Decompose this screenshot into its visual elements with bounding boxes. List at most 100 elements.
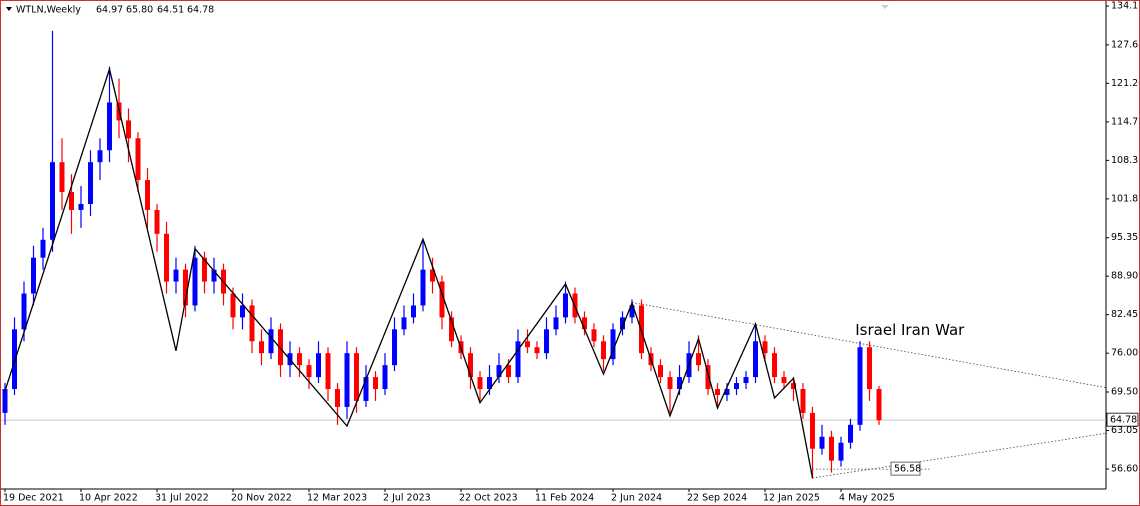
candle-body — [496, 365, 502, 378]
candle-body — [430, 269, 435, 282]
candle-body — [629, 305, 635, 318]
candle-body — [135, 138, 141, 181]
candle-body — [154, 209, 160, 234]
candle-body — [373, 377, 378, 390]
candle-body — [781, 377, 787, 384]
candle-body — [658, 365, 663, 378]
candle-body — [582, 317, 587, 330]
candle-body — [325, 353, 331, 390]
candle-body — [734, 383, 739, 390]
candle-body — [240, 305, 245, 318]
candle-body — [867, 347, 872, 390]
y-tick-label: 56.60 — [1111, 464, 1138, 475]
x-tick-label: 20 Nov 2022 — [231, 493, 292, 504]
y-tick-label: 63.05 — [1111, 425, 1138, 436]
x-tick-label: 10 Apr 2022 — [79, 493, 138, 504]
candle-body — [525, 341, 530, 348]
candle-body — [278, 329, 283, 366]
candle-body — [610, 329, 616, 360]
x-tick-label: 2 Jun 2024 — [611, 493, 662, 504]
low-label-box — [890, 461, 921, 476]
candle-body — [88, 162, 93, 204]
candle-body — [743, 377, 749, 384]
symbol: WTLN,Weekly — [16, 5, 81, 16]
candle-body — [363, 377, 369, 401]
y-tick-label: 88.90 — [1111, 271, 1138, 282]
x-tick-label: 2 Jul 2023 — [383, 493, 431, 504]
candle-body — [620, 317, 625, 330]
y-tick-label: 69.50 — [1111, 386, 1138, 397]
scroll-marker — [881, 5, 889, 9]
candle-body — [145, 180, 150, 210]
y-tick-label: 82.45 — [1111, 309, 1138, 320]
candle-body — [183, 269, 188, 306]
candle-body — [335, 389, 340, 407]
candle-body — [696, 353, 701, 366]
menu-arrow[interactable] — [6, 7, 12, 11]
candle-body — [601, 341, 606, 360]
candle-body — [164, 233, 169, 282]
y-tick-label: 127.65 — [1111, 39, 1139, 50]
candle-body — [249, 305, 255, 342]
candle-body — [354, 353, 359, 401]
last-price-tag — [1106, 412, 1139, 427]
candle-body — [97, 150, 103, 163]
y-tick-label: 101.85 — [1111, 193, 1139, 204]
candle-body — [800, 389, 806, 413]
y-tick-label: 134.15 — [1111, 1, 1139, 12]
candle-body — [762, 341, 768, 354]
x-tick-label: 11 Feb 2024 — [535, 493, 594, 504]
candle-body — [715, 389, 720, 395]
candle-body — [40, 239, 46, 258]
header-value: 64.97 — [96, 5, 123, 16]
candle-body — [819, 436, 825, 449]
candle-body — [306, 365, 312, 378]
candle-body — [126, 120, 131, 139]
candle-body — [202, 257, 207, 282]
candle-body — [382, 365, 388, 390]
x-tick-label: 22 Sep 2024 — [687, 493, 747, 504]
trendline — [812, 432, 1108, 479]
x-tick-label: 12 Mar 2023 — [307, 493, 367, 504]
candle-body — [667, 377, 673, 390]
candle-body — [791, 383, 796, 390]
candle-body — [534, 347, 540, 354]
candle-body — [838, 442, 844, 461]
candle-body — [724, 389, 730, 395]
candle-body — [772, 353, 777, 378]
x-tick-label: 22 Oct 2023 — [459, 493, 518, 504]
candle-body — [753, 341, 758, 378]
low-label: 56.58 — [894, 464, 921, 475]
candle-body — [50, 162, 55, 240]
candle-body — [211, 269, 217, 282]
candle-body — [31, 257, 36, 294]
candle-body — [2, 389, 8, 413]
x-tick-label: 12 Jan 2025 — [763, 493, 820, 504]
zigzag-line — [4, 66, 814, 479]
candle-body — [553, 317, 559, 330]
candle-body — [563, 293, 568, 318]
candle-body — [487, 377, 492, 390]
candle-body — [268, 329, 274, 354]
x-tick-label: 31 Jul 2022 — [155, 493, 209, 504]
candle-body — [173, 269, 179, 282]
candle-body — [439, 281, 445, 318]
header-value: 64.78 — [187, 5, 214, 16]
candle-body — [401, 317, 407, 330]
candle-body — [544, 329, 549, 354]
y-tick-label: 108.30 — [1111, 155, 1139, 166]
last-price-label: 64.78 — [1110, 415, 1137, 426]
candle-body — [515, 341, 521, 378]
candle-body — [344, 353, 350, 407]
candle-body — [468, 353, 473, 378]
candle-body — [392, 329, 397, 366]
x-tick-label: 4 May 2025 — [839, 493, 895, 504]
candle-body — [591, 329, 597, 342]
y-tick-label: 121.20 — [1111, 78, 1139, 89]
candle-body — [259, 341, 264, 354]
candle-body — [297, 353, 302, 366]
y-tick-label: 76.00 — [1111, 348, 1138, 359]
header-value: 64.51 — [157, 5, 184, 16]
